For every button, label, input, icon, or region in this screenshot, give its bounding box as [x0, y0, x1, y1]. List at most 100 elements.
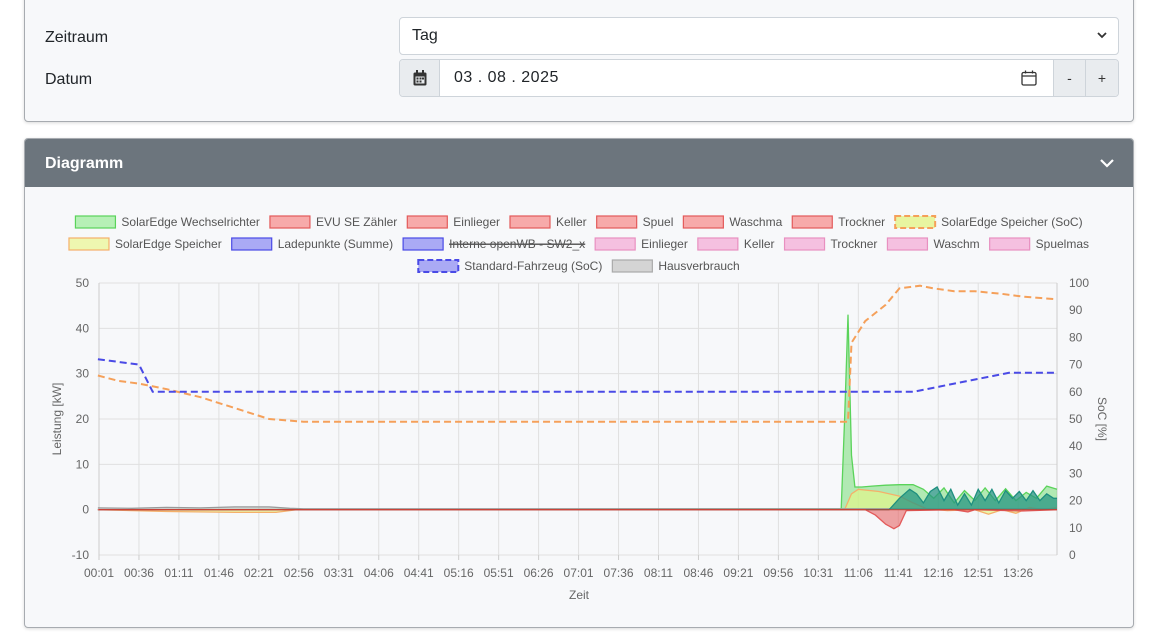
calendar-outline-icon[interactable] [1021, 70, 1037, 91]
settings-card: Zeitraum Tag Datum 03 . 08 . 2025 [24, 0, 1134, 122]
y2-tick-label: 100 [1069, 276, 1089, 290]
legend-swatch [791, 215, 833, 229]
y-tick-label: -10 [72, 548, 90, 562]
legend-label: Keller [744, 237, 775, 251]
datum-value: 03 . 08 . 2025 [454, 69, 559, 86]
datum-input[interactable]: 03 . 08 . 2025 [440, 60, 1053, 96]
legend-label: Waschma [729, 215, 782, 229]
legend-label: Keller [556, 215, 587, 229]
legend-label: EVU SE Zähler [316, 215, 397, 229]
legend-label: Spuelmas [1036, 237, 1089, 251]
x-tick-label: 08:46 [683, 566, 713, 580]
legend-swatch [74, 215, 117, 229]
x-tick-label: 07:36 [604, 566, 634, 580]
x-tick-label: 09:21 [723, 566, 753, 580]
legend-label: Einlieger [641, 237, 688, 251]
y2-tick-label: 70 [1069, 358, 1083, 372]
y2-axis-title: SoC [%] [1095, 397, 1109, 441]
x-tick-label: 02:56 [284, 566, 314, 580]
y-tick-label: 10 [76, 457, 90, 471]
legend-label: SolarEdge Speicher [115, 237, 222, 251]
y2-tick-label: 40 [1069, 439, 1083, 453]
x-tick-label: 12:16 [923, 566, 953, 580]
y2-tick-label: 60 [1069, 385, 1083, 399]
legend-label: Trockner [831, 237, 878, 251]
y2-tick-label: 50 [1069, 412, 1083, 426]
legend-swatch [611, 259, 653, 273]
x-tick-label: 01:46 [204, 566, 234, 580]
x-tick-label: 00:36 [124, 566, 154, 580]
series-area [97, 314, 1057, 510]
diagram-card: Diagramm SolarEdge Wechselrichter EVU SE … [24, 138, 1134, 628]
legend-swatch [402, 237, 444, 251]
x-tick-label: 07:01 [564, 566, 594, 580]
diagram-header[interactable]: Diagramm [25, 139, 1133, 187]
legend-label: SolarEdge Speicher (SoC) [941, 215, 1082, 229]
y2-tick-label: 10 [1069, 521, 1083, 535]
legend-swatch [989, 237, 1031, 251]
x-tick-label: 11:06 [844, 566, 873, 580]
chevron-down-icon [1096, 28, 1108, 44]
legend-label: Standard-Fahrzeug (SoC) [464, 259, 602, 273]
y2-tick-label: 90 [1069, 303, 1083, 317]
x-tick-label: 08:11 [644, 566, 673, 580]
legend-swatch [783, 237, 826, 251]
y-axis-title: Leistung [kW] [50, 383, 64, 456]
legend-swatch [682, 215, 724, 229]
datum-label: Datum [45, 71, 93, 88]
y2-tick-label: 20 [1069, 494, 1083, 508]
x-tick-label: 02:21 [244, 566, 274, 580]
x-tick-label: 00:01 [84, 566, 114, 580]
x-axis-title: Zeit [569, 588, 590, 602]
y-tick-label: 50 [76, 276, 90, 290]
x-tick-label: 05:51 [484, 566, 514, 580]
y-tick-label: 30 [76, 367, 90, 381]
legend-label: Waschm [933, 237, 979, 251]
calendar-icon[interactable] [400, 60, 440, 96]
legend-swatch [68, 237, 110, 251]
legend-swatch [596, 215, 638, 229]
chevron-down-icon[interactable] [1099, 155, 1115, 176]
x-tick-label: 03:31 [324, 566, 354, 580]
y-tick-label: 40 [76, 321, 90, 335]
legend-label: Hausverbrauch [658, 259, 739, 273]
legend-swatch [697, 237, 739, 251]
legend-label: Einlieger [453, 215, 500, 229]
date-plus-button[interactable]: + [1085, 60, 1118, 96]
legend-swatch [417, 259, 460, 273]
y-tick-label: 20 [76, 412, 90, 426]
series-line [97, 486, 1057, 511]
series-line [97, 358, 1057, 393]
legend-swatch [894, 215, 937, 229]
x-tick-label: 01:11 [164, 566, 193, 580]
x-tick-label: 09:56 [763, 566, 793, 580]
series-line [97, 314, 1058, 511]
legend-label: Trockner [838, 215, 885, 229]
series-line [97, 506, 1057, 510]
legend-label: Spuel [643, 215, 674, 229]
date-minus-button[interactable]: - [1053, 60, 1085, 96]
diagram-title: Diagramm [45, 155, 124, 172]
zeitraum-select[interactable]: Tag [399, 17, 1119, 55]
legend-swatch [886, 237, 929, 251]
legend-swatch [509, 215, 551, 229]
y2-tick-label: 0 [1069, 548, 1076, 562]
x-tick-label: 04:41 [404, 566, 434, 580]
legend-swatch [406, 215, 448, 229]
x-tick-label: 11:41 [884, 566, 913, 580]
y2-tick-label: 80 [1069, 330, 1083, 344]
x-tick-label: 04:06 [364, 566, 394, 580]
datum-input-group: 03 . 08 . 2025 - + [399, 59, 1119, 97]
x-tick-label: 06:26 [524, 566, 554, 580]
series-area [97, 487, 1057, 510]
series-line [97, 284, 1058, 423]
x-tick-label: 05:16 [444, 566, 474, 580]
y2-tick-label: 30 [1069, 466, 1083, 480]
legend-label: SolarEdge Wechselrichter [121, 215, 260, 229]
legend-swatch [594, 237, 636, 251]
y-tick-label: 0 [82, 503, 89, 517]
x-tick-label: 13:26 [1003, 566, 1033, 580]
x-tick-label: 12:51 [963, 566, 993, 580]
x-tick-label: 10:31 [803, 566, 833, 580]
legend-swatch [231, 237, 273, 251]
